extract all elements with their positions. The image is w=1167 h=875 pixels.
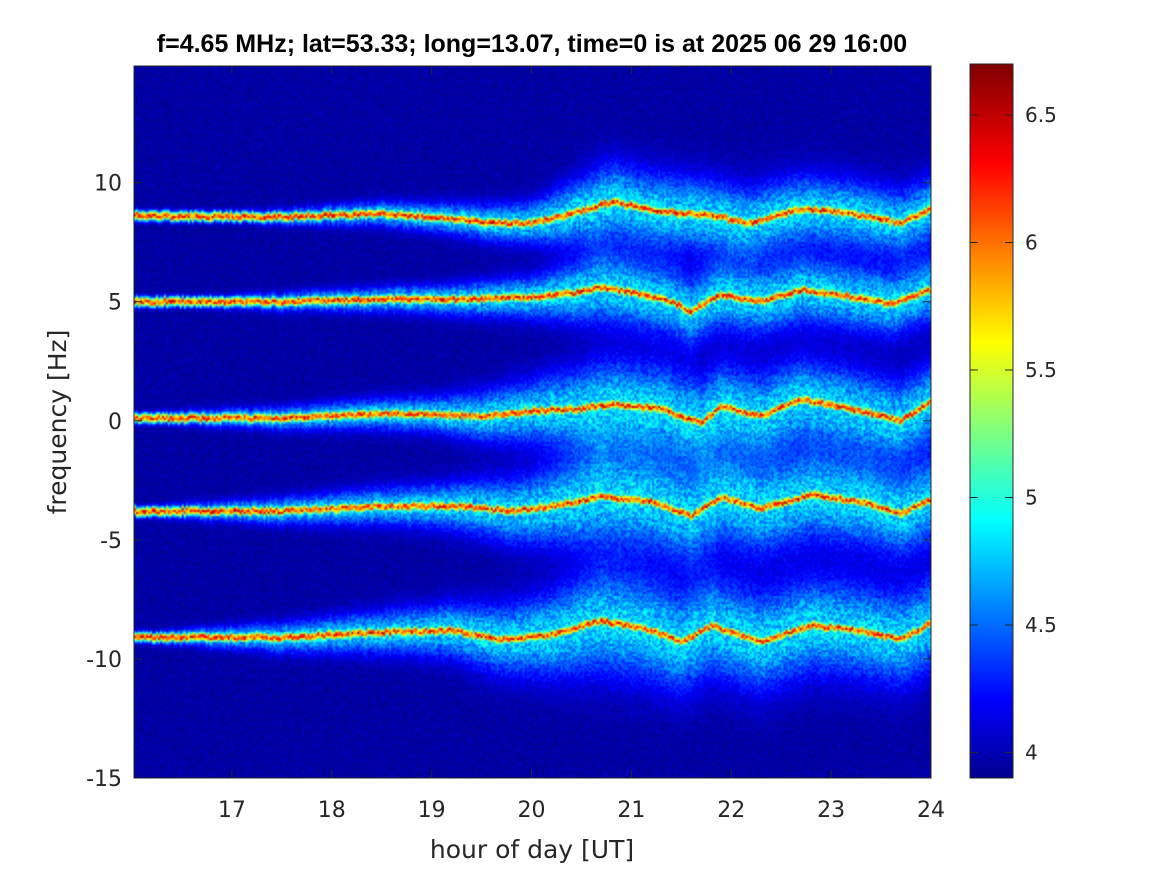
- x-tick-label: 22: [717, 798, 745, 823]
- colorbar-tick-label: 6.5: [1025, 103, 1057, 127]
- y-tick-label: -10: [86, 648, 122, 673]
- x-tick-label: 21: [617, 798, 645, 823]
- x-axis-label: hour of day [UT]: [430, 835, 634, 864]
- colorbar-tick-label: 6: [1025, 231, 1038, 255]
- spectrogram-heatmap: [134, 66, 931, 778]
- x-tick-label: 17: [218, 798, 246, 823]
- colorbar: 4 4.5 5 5.5 6 6.5: [969, 63, 1057, 779]
- x-tick-label: 23: [817, 798, 845, 823]
- colorbar-tick-label: 5.5: [1025, 358, 1057, 382]
- chart-title: f=4.65 MHz; lat=53.33; long=13.07, time=…: [157, 30, 907, 58]
- colorbar-ticks: 4 4.5 5 5.5 6 6.5: [970, 103, 1057, 765]
- colorbar-gradient: [970, 64, 1013, 778]
- colorbar-tick-label: 4: [1025, 741, 1038, 765]
- y-tick-label: 10: [94, 172, 122, 197]
- colorbar-tick-label: 4.5: [1025, 613, 1057, 637]
- y-tick-label: 0: [108, 410, 122, 435]
- plot-frame: [133, 65, 932, 779]
- y-axis: -15 -10 -5 0 5 10: [86, 172, 931, 792]
- x-tick-label: 24: [917, 798, 945, 823]
- x-tick-label: 19: [418, 798, 446, 823]
- colorbar-frame: [969, 63, 1014, 779]
- y-tick-label: -5: [100, 529, 122, 554]
- x-tick-label: 20: [518, 798, 546, 823]
- y-tick-label: 5: [108, 291, 122, 316]
- y-axis-label: frequency [Hz]: [43, 330, 72, 515]
- y-tick-label: -15: [86, 767, 122, 792]
- colorbar-tick-label: 5: [1025, 486, 1038, 510]
- x-tick-label: 18: [318, 798, 346, 823]
- x-axis: 17 18 19 20 21 22 23 24: [218, 66, 945, 823]
- plot-area: [133, 65, 932, 779]
